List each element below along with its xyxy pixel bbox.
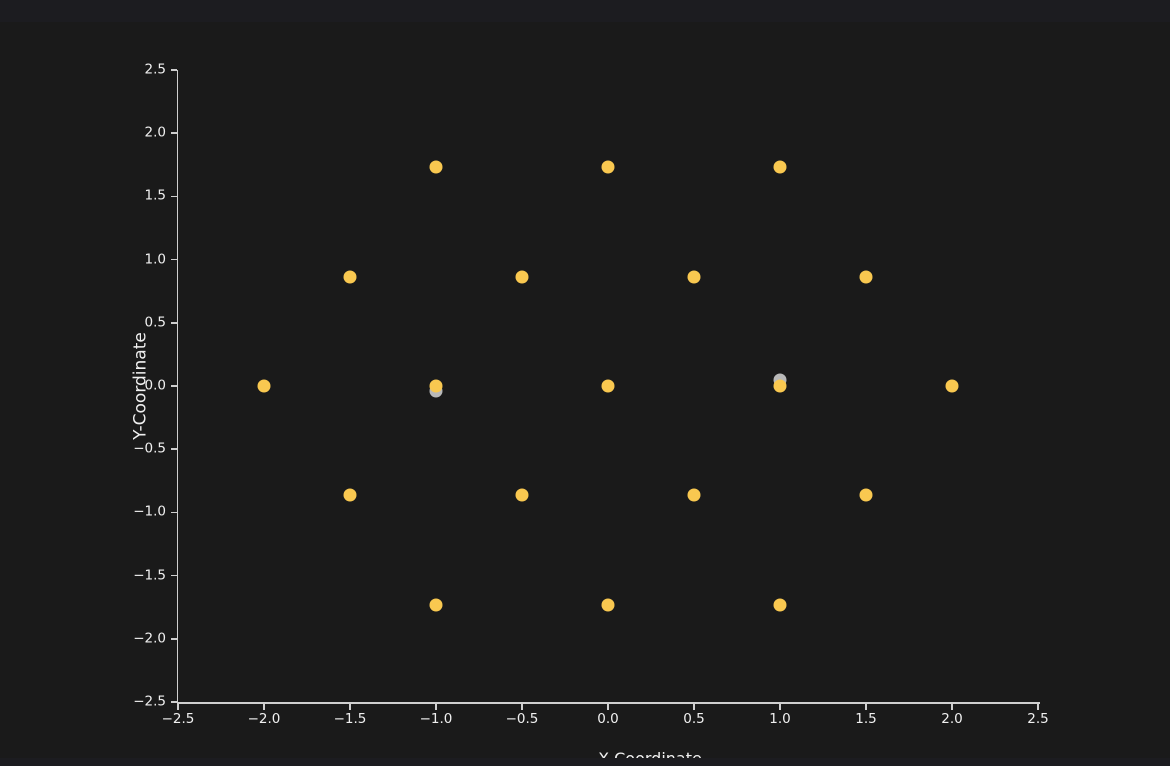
y-tick-label: −1.0: [133, 503, 166, 520]
x-tick-label: 2.5: [1027, 711, 1049, 727]
scatter-point-gold-lattice-points: [343, 488, 357, 502]
y-tick-mark: [170, 132, 177, 134]
y-tick-mark: [170, 511, 177, 514]
scatter-point-gold-lattice-points: [601, 598, 615, 612]
scatter-point-gold-lattice-points: [257, 379, 271, 393]
y-axis-spine: [176, 70, 178, 704]
x-tick-label: −2.0: [247, 711, 281, 727]
y-tick-mark: [170, 574, 177, 577]
y-tick-label: 1.5: [144, 187, 166, 204]
x-tick-label: −0.5: [505, 711, 539, 727]
scatter-point-gold-lattice-points: [773, 160, 787, 174]
scatter-point-gold-lattice-points: [429, 379, 443, 393]
scatter-point-gold-lattice-points: [859, 488, 873, 502]
y-tick-label: 1.0: [144, 250, 166, 267]
x-tick-label: −1.5: [333, 711, 367, 727]
y-tick-mark: [170, 448, 177, 450]
y-tick-label: −2.0: [133, 630, 166, 647]
x-tick-mark: [263, 703, 265, 710]
y-tick-label: −0.5: [133, 440, 166, 457]
scatter-point-gold-lattice-points: [601, 160, 615, 174]
y-tick-label: 0.0: [144, 377, 166, 394]
scatter-point-gold-lattice-points: [515, 270, 529, 284]
x-tick-mark: [865, 703, 867, 710]
y-tick-mark: [170, 322, 177, 324]
x-tick-label: 0.5: [683, 711, 705, 727]
scatter-point-gold-lattice-points: [429, 160, 443, 174]
x-tick-label: 1.0: [769, 711, 791, 727]
y-axis-label: Y-Coordinate: [130, 332, 151, 440]
y-tick-label: 2.0: [144, 124, 166, 141]
y-tick-label: 0.5: [144, 314, 166, 331]
x-axis-spine: [176, 702, 1040, 704]
x-tick-mark: [951, 703, 953, 710]
scatter-point-gold-lattice-points: [601, 379, 615, 393]
x-tick-label: 2.0: [941, 711, 963, 727]
x-tick-mark: [521, 703, 523, 710]
y-tick-mark: [170, 195, 177, 198]
x-tick-mark: [1037, 703, 1039, 710]
y-tick-mark: [170, 385, 177, 387]
y-tick-label: −1.5: [133, 566, 166, 583]
y-tick-label: −2.5: [133, 693, 166, 710]
x-axis-label: X-Coordinate: [598, 750, 702, 758]
y-tick-mark: [170, 701, 177, 703]
y-tick-mark: [170, 258, 177, 261]
scatter-point-gold-lattice-points: [343, 270, 357, 284]
y-tick-mark: [170, 638, 177, 640]
x-tick-mark: [177, 703, 179, 710]
scatter-point-gold-lattice-points: [945, 379, 959, 393]
x-tick-mark: [349, 703, 351, 710]
scatter-point-gold-lattice-points: [515, 488, 529, 502]
scatter-point-gold-lattice-points: [773, 379, 787, 393]
x-tick-label: −1.0: [419, 711, 453, 727]
y-tick-label: 2.5: [144, 61, 166, 78]
scatter-point-gold-lattice-points: [859, 270, 873, 284]
y-tick-mark: [170, 69, 177, 71]
scatter-plot-figure: −2.5 −2.0 −1.5 −1.0 −0.5 0.0 0.5 1.0 1.5 2.0 2.5 −2…: [0, 22, 1170, 758]
scatter-point-gold-lattice-points: [687, 270, 701, 284]
x-tick-mark: [435, 703, 437, 710]
x-tick-mark: [779, 703, 781, 710]
x-tick-mark: [607, 703, 609, 710]
scatter-point-gold-lattice-points: [773, 598, 787, 612]
x-tick-label: −2.5: [161, 711, 195, 727]
scatter-point-gold-lattice-points: [429, 598, 443, 612]
scatter-point-gold-lattice-points: [687, 488, 701, 502]
x-tick-label: 0.0: [597, 711, 619, 727]
x-tick-mark: [693, 703, 695, 710]
x-tick-label: 1.5: [855, 711, 877, 727]
